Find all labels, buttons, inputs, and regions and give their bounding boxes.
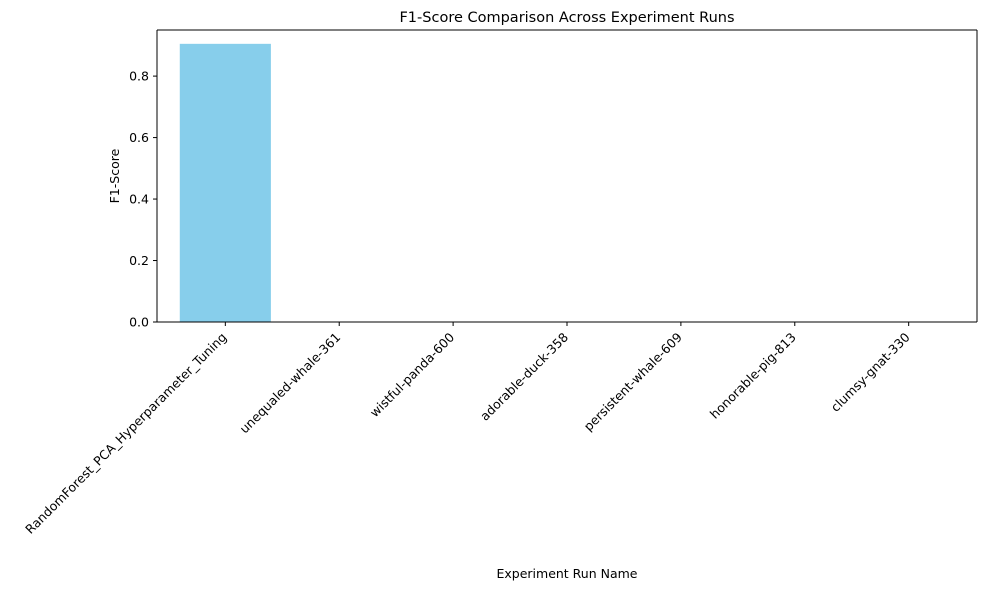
x-axis-label: Experiment Run Name (496, 566, 637, 581)
y-tick-label: 0.8 (129, 69, 149, 84)
y-axis-ticks: 0.0 0.2 0.4 0.6 0.8 (129, 69, 157, 330)
bar-0 (179, 43, 271, 323)
y-tick-label: 0.0 (129, 315, 149, 330)
bars-group (179, 43, 271, 323)
y-tick-label: 0.4 (129, 192, 149, 207)
y-tick-label: 0.2 (129, 253, 149, 268)
chart-title: F1-Score Comparison Across Experiment Ru… (399, 10, 734, 26)
y-axis-label: F1-Score (107, 148, 122, 203)
y-tick-label: 0.6 (129, 130, 149, 145)
